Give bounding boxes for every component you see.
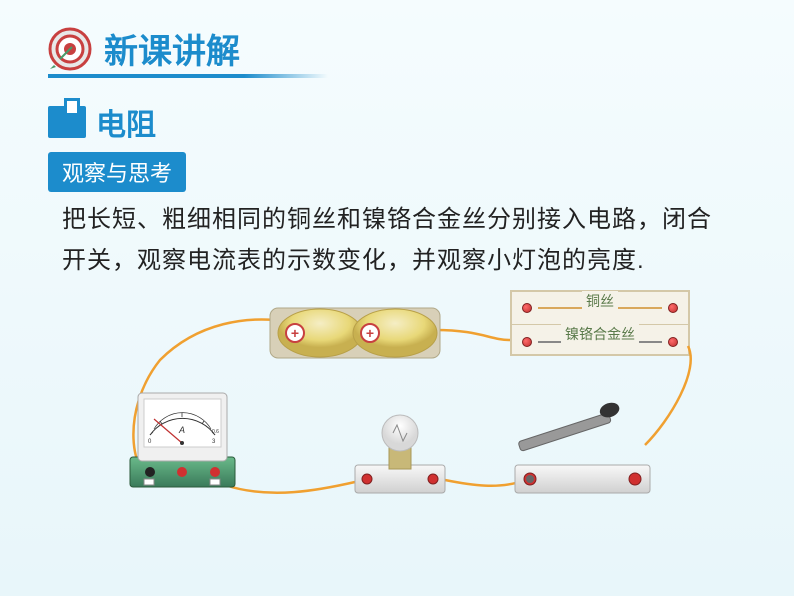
svg-text:+: + bbox=[291, 325, 299, 341]
target-icon bbox=[48, 27, 92, 71]
instruction-text: 把长短、粗细相同的铜丝和镍铬合金丝分别接入电路，闭合开关，观察电流表的示数变化，… bbox=[62, 200, 732, 282]
subsection-badge: 观察与思考 bbox=[48, 152, 186, 192]
svg-text:0.6: 0.6 bbox=[212, 429, 219, 435]
lesson-header: 新课讲解 bbox=[48, 24, 240, 73]
svg-text:A: A bbox=[178, 425, 185, 435]
header-underline bbox=[48, 74, 328, 78]
circuit-svg: + + 0 3 0.6 A bbox=[100, 290, 720, 570]
ammeter: 0 3 0.6 A bbox=[130, 393, 235, 487]
section-number-icon bbox=[48, 106, 86, 138]
light-bulb bbox=[355, 415, 445, 493]
circuit-diagram: 铜丝 镍铬合金丝 bbox=[100, 290, 720, 570]
svg-text:+: + bbox=[366, 325, 374, 341]
switch bbox=[515, 400, 650, 493]
header-title: 新课讲解 bbox=[104, 24, 240, 73]
battery: + + bbox=[270, 308, 440, 358]
section-title: 电阻 bbox=[96, 100, 156, 144]
section-row: 电阻 bbox=[48, 100, 156, 144]
